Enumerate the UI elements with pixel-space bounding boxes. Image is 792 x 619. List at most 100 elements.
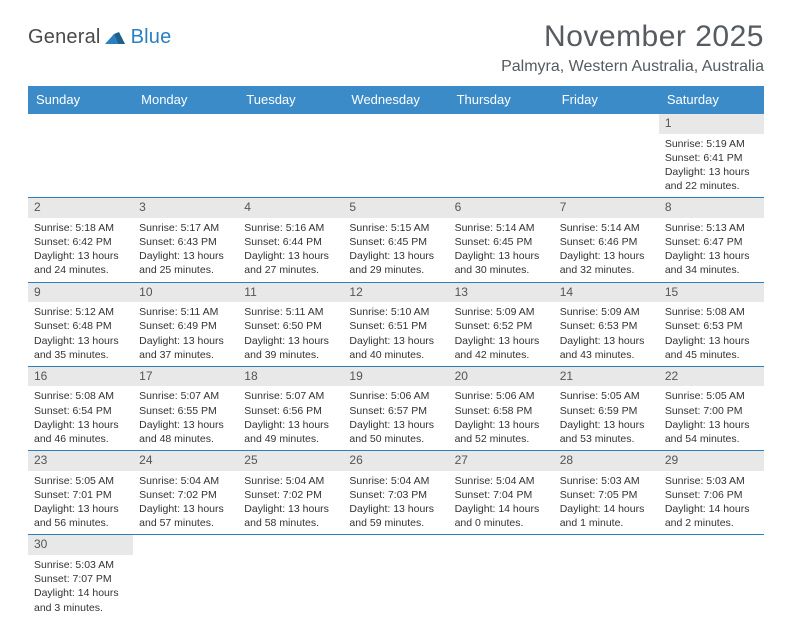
weekday-header: Sunday (28, 86, 133, 114)
daylight-line: Daylight: 13 hours and 46 minutes. (34, 418, 127, 446)
day-cell: 24Sunrise: 5:04 AMSunset: 7:02 PMDayligh… (133, 451, 238, 535)
sunset-line: Sunset: 7:01 PM (34, 488, 127, 502)
day-details: Sunrise: 5:19 AMSunset: 6:41 PMDaylight:… (659, 134, 764, 198)
day-cell: 13Sunrise: 5:09 AMSunset: 6:52 PMDayligh… (449, 282, 554, 366)
sunset-line: Sunset: 6:44 PM (244, 235, 337, 249)
daylight-line: Daylight: 13 hours and 37 minutes. (139, 334, 232, 362)
day-cell: 14Sunrise: 5:09 AMSunset: 6:53 PMDayligh… (554, 282, 659, 366)
calendar-row: 9Sunrise: 5:12 AMSunset: 6:48 PMDaylight… (28, 282, 764, 366)
daylight-line: Daylight: 13 hours and 53 minutes. (560, 418, 653, 446)
daylight-line: Daylight: 13 hours and 54 minutes. (665, 418, 758, 446)
day-cell: 20Sunrise: 5:06 AMSunset: 6:58 PMDayligh… (449, 366, 554, 450)
day-details: Sunrise: 5:03 AMSunset: 7:06 PMDaylight:… (659, 471, 764, 535)
brand-logo: General Blue (28, 20, 171, 49)
page-title: November 2025 (501, 20, 764, 54)
daylight-line: Daylight: 14 hours and 1 minute. (560, 502, 653, 530)
day-cell: 25Sunrise: 5:04 AMSunset: 7:02 PMDayligh… (238, 451, 343, 535)
empty-cell (449, 535, 554, 619)
calendar-page: General Blue November 2025 Palmyra, West… (0, 0, 792, 612)
day-details: Sunrise: 5:04 AMSunset: 7:03 PMDaylight:… (343, 471, 448, 535)
empty-cell (28, 114, 133, 198)
sunset-line: Sunset: 6:45 PM (349, 235, 442, 249)
sunrise-line: Sunrise: 5:08 AM (34, 389, 127, 403)
day-cell: 22Sunrise: 5:05 AMSunset: 7:00 PMDayligh… (659, 366, 764, 450)
sunrise-line: Sunrise: 5:07 AM (244, 389, 337, 403)
day-cell: 7Sunrise: 5:14 AMSunset: 6:46 PMDaylight… (554, 198, 659, 282)
empty-cell (554, 535, 659, 619)
sunset-line: Sunset: 6:43 PM (139, 235, 232, 249)
day-details: Sunrise: 5:08 AMSunset: 6:53 PMDaylight:… (659, 302, 764, 366)
calendar-row: 1Sunrise: 5:19 AMSunset: 6:41 PMDaylight… (28, 114, 764, 198)
day-cell: 27Sunrise: 5:04 AMSunset: 7:04 PMDayligh… (449, 451, 554, 535)
daylight-line: Daylight: 13 hours and 27 minutes. (244, 249, 337, 277)
sunset-line: Sunset: 6:50 PM (244, 319, 337, 333)
sunset-line: Sunset: 6:51 PM (349, 319, 442, 333)
weekday-row: SundayMondayTuesdayWednesdayThursdayFrid… (28, 86, 764, 114)
sunset-line: Sunset: 6:42 PM (34, 235, 127, 249)
day-number: 1 (659, 114, 764, 134)
day-details: Sunrise: 5:07 AMSunset: 6:55 PMDaylight:… (133, 386, 238, 450)
sunrise-line: Sunrise: 5:06 AM (455, 389, 548, 403)
day-number: 8 (659, 198, 764, 218)
sunset-line: Sunset: 6:48 PM (34, 319, 127, 333)
sunrise-line: Sunrise: 5:16 AM (244, 221, 337, 235)
sunset-line: Sunset: 6:54 PM (34, 404, 127, 418)
day-details: Sunrise: 5:07 AMSunset: 6:56 PMDaylight:… (238, 386, 343, 450)
empty-cell (449, 114, 554, 198)
day-number: 24 (133, 451, 238, 471)
weekday-header: Tuesday (238, 86, 343, 114)
daylight-line: Daylight: 13 hours and 50 minutes. (349, 418, 442, 446)
daylight-line: Daylight: 13 hours and 29 minutes. (349, 249, 442, 277)
day-details: Sunrise: 5:04 AMSunset: 7:02 PMDaylight:… (238, 471, 343, 535)
day-details: Sunrise: 5:04 AMSunset: 7:02 PMDaylight:… (133, 471, 238, 535)
sunset-line: Sunset: 6:45 PM (455, 235, 548, 249)
sunrise-line: Sunrise: 5:17 AM (139, 221, 232, 235)
calendar-table: SundayMondayTuesdayWednesdayThursdayFrid… (28, 86, 764, 619)
sunset-line: Sunset: 6:46 PM (560, 235, 653, 249)
sunrise-line: Sunrise: 5:03 AM (665, 474, 758, 488)
sunrise-line: Sunrise: 5:04 AM (244, 474, 337, 488)
day-details: Sunrise: 5:11 AMSunset: 6:50 PMDaylight:… (238, 302, 343, 366)
day-number: 9 (28, 283, 133, 303)
day-details: Sunrise: 5:10 AMSunset: 6:51 PMDaylight:… (343, 302, 448, 366)
daylight-line: Daylight: 13 hours and 30 minutes. (455, 249, 548, 277)
sunrise-line: Sunrise: 5:03 AM (560, 474, 653, 488)
weekday-header: Friday (554, 86, 659, 114)
title-block: November 2025 Palmyra, Western Australia… (501, 20, 764, 76)
day-number: 20 (449, 367, 554, 387)
empty-cell (133, 535, 238, 619)
day-cell: 15Sunrise: 5:08 AMSunset: 6:53 PMDayligh… (659, 282, 764, 366)
day-details: Sunrise: 5:14 AMSunset: 6:45 PMDaylight:… (449, 218, 554, 282)
sunset-line: Sunset: 7:02 PM (244, 488, 337, 502)
day-number: 7 (554, 198, 659, 218)
day-number: 21 (554, 367, 659, 387)
calendar-row: 23Sunrise: 5:05 AMSunset: 7:01 PMDayligh… (28, 451, 764, 535)
sunset-line: Sunset: 7:07 PM (34, 572, 127, 586)
day-details: Sunrise: 5:04 AMSunset: 7:04 PMDaylight:… (449, 471, 554, 535)
day-cell: 28Sunrise: 5:03 AMSunset: 7:05 PMDayligh… (554, 451, 659, 535)
day-cell: 8Sunrise: 5:13 AMSunset: 6:47 PMDaylight… (659, 198, 764, 282)
sunrise-line: Sunrise: 5:12 AM (34, 305, 127, 319)
day-details: Sunrise: 5:13 AMSunset: 6:47 PMDaylight:… (659, 218, 764, 282)
sunrise-line: Sunrise: 5:05 AM (560, 389, 653, 403)
sunrise-line: Sunrise: 5:15 AM (349, 221, 442, 235)
daylight-line: Daylight: 13 hours and 48 minutes. (139, 418, 232, 446)
day-details: Sunrise: 5:03 AMSunset: 7:07 PMDaylight:… (28, 555, 133, 619)
day-cell: 10Sunrise: 5:11 AMSunset: 6:49 PMDayligh… (133, 282, 238, 366)
sunset-line: Sunset: 6:57 PM (349, 404, 442, 418)
day-cell: 11Sunrise: 5:11 AMSunset: 6:50 PMDayligh… (238, 282, 343, 366)
sunrise-line: Sunrise: 5:03 AM (34, 558, 127, 572)
sunset-line: Sunset: 6:52 PM (455, 319, 548, 333)
day-details: Sunrise: 5:12 AMSunset: 6:48 PMDaylight:… (28, 302, 133, 366)
day-cell: 6Sunrise: 5:14 AMSunset: 6:45 PMDaylight… (449, 198, 554, 282)
sunset-line: Sunset: 6:47 PM (665, 235, 758, 249)
sunset-line: Sunset: 6:56 PM (244, 404, 337, 418)
daylight-line: Daylight: 13 hours and 56 minutes. (34, 502, 127, 530)
day-number: 18 (238, 367, 343, 387)
daylight-line: Daylight: 13 hours and 43 minutes. (560, 334, 653, 362)
day-number: 25 (238, 451, 343, 471)
sunset-line: Sunset: 6:59 PM (560, 404, 653, 418)
empty-cell (343, 114, 448, 198)
daylight-line: Daylight: 13 hours and 35 minutes. (34, 334, 127, 362)
sunset-line: Sunset: 6:58 PM (455, 404, 548, 418)
